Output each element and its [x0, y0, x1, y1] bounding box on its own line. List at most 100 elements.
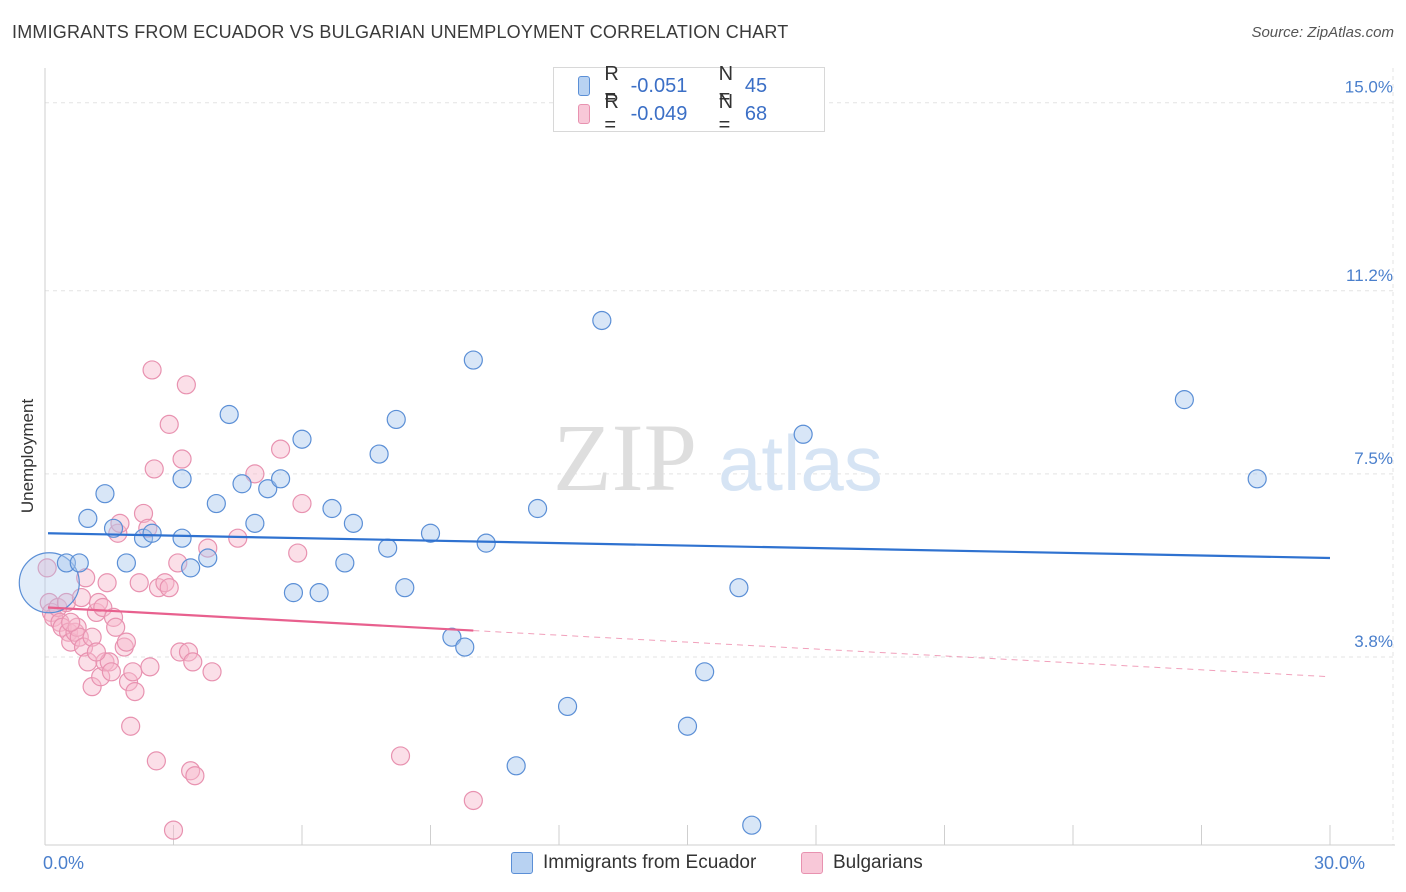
- data-point: [176, 375, 196, 395]
- legend-row-ecuador: R = -0.051 N = 45: [578, 63, 833, 108]
- data-point: [168, 553, 188, 573]
- data-point: [455, 637, 475, 657]
- watermark-atlas: atlas: [718, 419, 883, 507]
- data-point: [118, 672, 139, 692]
- data-point: [793, 424, 813, 444]
- data-point: [322, 498, 342, 519]
- data-point: [309, 583, 329, 603]
- series-bulgarians: [37, 360, 483, 840]
- data-point: [142, 523, 162, 543]
- data-point: [245, 513, 265, 533]
- data-point: [116, 553, 136, 573]
- data-point: [283, 583, 304, 603]
- bottom-swatch-blue: [511, 852, 533, 874]
- data-point: [106, 617, 126, 637]
- data-point: [270, 439, 291, 459]
- data-point: [133, 503, 154, 524]
- data-point: [557, 696, 578, 717]
- data-point: [129, 573, 149, 593]
- data-point: [335, 553, 355, 573]
- data-point: [185, 766, 205, 786]
- data-point: [198, 538, 218, 558]
- data-point: [219, 404, 239, 425]
- data-point: [202, 662, 222, 682]
- data-point: [103, 518, 124, 538]
- data-point: [91, 667, 111, 687]
- data-point: [442, 627, 462, 647]
- trend-line-bulgarians: [47, 606, 474, 632]
- chart-title: IMMIGRANTS FROM ECUADOR VS BULGARIAN UNE…: [12, 22, 789, 42]
- data-point: [116, 632, 136, 652]
- trend-line-bulgarians-extension: [473, 630, 1331, 678]
- data-point: [101, 662, 121, 682]
- data-point: [142, 360, 162, 380]
- data-point: [97, 573, 117, 593]
- x-tick-label: 30.0%: [1314, 853, 1365, 873]
- data-point: [172, 449, 192, 469]
- bottom-legend-bulgarians: Bulgarians: [801, 852, 923, 874]
- data-point: [198, 548, 218, 568]
- data-point: [592, 310, 612, 331]
- y-tick-label: 11.2%: [1346, 266, 1393, 285]
- data-point: [742, 815, 762, 835]
- legend-r-label: R =: [604, 63, 619, 108]
- data-point: [148, 578, 169, 598]
- legend-n-label: N =: [718, 91, 734, 136]
- data-point: [93, 597, 113, 618]
- data-point: [228, 528, 248, 548]
- legend-n-value: 45: [744, 74, 768, 97]
- data-point: [390, 746, 411, 766]
- bottom-legend-ecuador: Immigrants from Ecuador: [511, 852, 756, 874]
- data-point: [420, 523, 441, 543]
- y-tick-label: 7.5%: [1354, 449, 1393, 468]
- watermark-zip: ZIP: [553, 404, 697, 511]
- data-point: [159, 578, 179, 598]
- legend-swatch-blue: [578, 76, 591, 96]
- data-point: [82, 627, 102, 647]
- data-point: [232, 474, 252, 494]
- bottom-legend-label: Bulgarians: [833, 852, 923, 873]
- legend-swatch-pink: [578, 104, 591, 124]
- data-point: [463, 790, 483, 811]
- data-point: [61, 612, 81, 632]
- data-point: [378, 538, 398, 558]
- legend-row-bulgarians: R = -0.049 N = 68: [578, 91, 833, 136]
- tick-labels: 3.8% 7.5% 11.2% 15.0% 0.0% 30.0%: [43, 78, 1393, 873]
- series-ecuador: [18, 310, 1267, 835]
- y-tick-label: 3.8%: [1354, 632, 1393, 651]
- data-point: [140, 657, 160, 677]
- data-point: [178, 642, 199, 662]
- data-point: [270, 469, 291, 489]
- legend-n-label: N =: [718, 63, 734, 108]
- data-point: [369, 444, 389, 464]
- data-point: [292, 429, 312, 449]
- data-point: [125, 681, 145, 702]
- data-point: [677, 716, 698, 736]
- data-point: [206, 493, 226, 514]
- data-point: [343, 513, 363, 533]
- data-point: [18, 552, 80, 614]
- data-point: [729, 578, 749, 598]
- data-point: [172, 469, 192, 489]
- data-point: [258, 479, 278, 499]
- data-point: [86, 642, 107, 662]
- y-tick-label: 15.0%: [1345, 78, 1393, 97]
- data-point: [146, 751, 166, 771]
- data-point: [159, 414, 179, 434]
- legend-n-value: 68: [744, 102, 768, 125]
- trend-lines: [47, 532, 1331, 678]
- data-point: [395, 578, 415, 598]
- data-point: [95, 484, 115, 504]
- data-point: [163, 820, 184, 840]
- data-point: [144, 459, 164, 479]
- data-point: [527, 498, 548, 519]
- bottom-legend-label: Immigrants from Ecuador: [543, 852, 757, 873]
- data-point: [476, 533, 496, 553]
- data-point: [121, 716, 141, 736]
- stats-legend: R = -0.051 N = 45 R = -0.049 N = 68: [553, 63, 825, 136]
- legend-r-label: R =: [604, 91, 619, 136]
- source-label: Source: ZipAtlas.com: [1251, 24, 1394, 41]
- data-point: [183, 652, 203, 672]
- data-point: [1174, 390, 1194, 410]
